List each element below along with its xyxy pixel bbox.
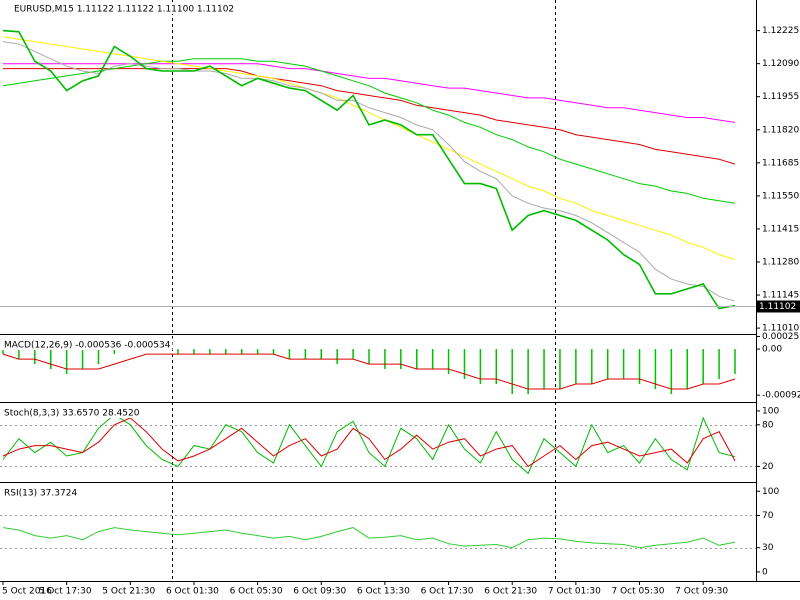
- y-tick-label: 0.00: [762, 345, 782, 355]
- histogram-bar: [463, 349, 466, 380]
- y-tick-label: 0: [762, 567, 768, 577]
- histogram-bar: [288, 349, 291, 360]
- x-tick-label: 6 Oct 01:30: [166, 587, 219, 597]
- y-tick-label: 1.11280: [762, 257, 799, 267]
- histogram-bar: [336, 349, 338, 365]
- histogram-bar: [352, 349, 354, 360]
- histogram-bar: [670, 349, 673, 395]
- y-tick-label: -0.000923: [762, 391, 800, 401]
- series-line: [2, 417, 736, 468]
- histogram-bar: [65, 349, 68, 375]
- series-line: [3, 68, 736, 165]
- histogram-bar: [81, 349, 84, 370]
- y-tick-label: 100: [762, 487, 779, 497]
- x-tick-label: 6 Oct 09:30: [293, 587, 346, 597]
- y-tick-label: 100: [762, 406, 779, 416]
- histogram-bar: [622, 349, 625, 380]
- panel-title-bg: [2, 406, 142, 418]
- histogram-bar: [447, 349, 450, 375]
- x-tick-label: 5 Oct 2016: [2, 587, 52, 597]
- histogram-bar: [97, 349, 100, 365]
- y-tick-label: 80: [762, 420, 774, 430]
- y-tick-label: 1.11415: [762, 224, 799, 234]
- x-tick-label: 6 Oct 05:30: [230, 587, 283, 597]
- histogram-bar: [575, 349, 577, 385]
- histogram-bar: [34, 349, 36, 365]
- series-line: [3, 63, 736, 123]
- series-line: [2, 58, 736, 204]
- y-tick-label: 0.000253: [762, 332, 800, 342]
- histogram-bar: [2, 349, 4, 355]
- y-tick-label: 1.12225: [762, 26, 799, 36]
- series-line: [2, 36, 736, 260]
- histogram-bar: [49, 349, 52, 370]
- histogram-bar: [272, 349, 275, 355]
- panel-title: MACD(12,26,9) -0.000536 -0.000534: [4, 341, 171, 351]
- series-line: [2, 41, 736, 302]
- series-line: [2, 527, 736, 549]
- y-tick-label: 30: [762, 543, 774, 553]
- last-price-box: [757, 300, 800, 313]
- histogram-bar: [384, 349, 386, 370]
- x-tick-label: 6 Oct 13:30: [357, 587, 410, 597]
- y-tick-label: 20: [762, 462, 774, 472]
- y-tick-label: 1.12090: [762, 59, 799, 69]
- histogram-bar: [304, 349, 307, 360]
- x-tick-label: 6 Oct 17:30: [421, 587, 474, 597]
- y-tick-label: 1.11820: [762, 125, 799, 135]
- panel-title: Stoch(8,3,3) 33.6570 28.4520: [4, 409, 140, 419]
- histogram-bar: [702, 349, 704, 385]
- histogram-bar: [606, 349, 609, 380]
- histogram-bar: [718, 349, 720, 380]
- x-tick-label: 7 Oct 01:30: [548, 587, 601, 597]
- histogram-bar: [209, 349, 211, 355]
- histogram-bar: [591, 349, 593, 385]
- series-line: [2, 413, 736, 475]
- series-line: [2, 353, 736, 390]
- panel-title: RSI(13) 37.3724: [4, 489, 77, 499]
- y-tick-label: 1.11685: [762, 158, 799, 168]
- y-tick-label: 1.11010: [762, 324, 799, 334]
- histogram-bar: [18, 349, 20, 360]
- series-line: [2, 29, 736, 310]
- histogram-bar: [240, 349, 243, 355]
- y-tick-label: 1.11550: [762, 191, 799, 201]
- panel-title-bg: [2, 338, 173, 350]
- histogram-bar: [734, 349, 736, 375]
- histogram-bar: [225, 349, 227, 355]
- histogram-bar: [368, 349, 370, 365]
- histogram-bar: [559, 349, 561, 390]
- panel-title-bg: [2, 2, 237, 14]
- y-tick-label: 1.11145: [762, 291, 799, 301]
- histogram-bar: [543, 349, 545, 390]
- histogram-bar: [415, 349, 418, 370]
- histogram-bar: [495, 349, 498, 385]
- x-tick-label: 5 Oct 21:30: [102, 587, 155, 597]
- histogram-bar: [654, 349, 657, 390]
- x-tick-label: 6 Oct 21:30: [484, 587, 537, 597]
- last-price-label: 1.11102: [759, 302, 796, 312]
- panel-title: EURUSD,M15 1.11122 1.11122 1.11100 1.111…: [14, 5, 234, 15]
- x-tick-label: 7 Oct 09:30: [675, 587, 728, 597]
- histogram-bar: [113, 349, 116, 355]
- histogram-bar: [400, 349, 402, 370]
- histogram-bar: [686, 349, 689, 390]
- histogram-bar: [320, 349, 323, 360]
- histogram-bar: [431, 349, 434, 370]
- histogram-bar: [193, 349, 195, 355]
- histogram-bar: [256, 349, 259, 355]
- panel-title-bg: [2, 486, 80, 498]
- histogram-bar: [638, 349, 641, 385]
- histogram-bar: [177, 349, 179, 355]
- x-tick-label: 7 Oct 05:30: [612, 587, 665, 597]
- x-tick-label: 5 Oct 17:30: [39, 587, 92, 597]
- histogram-bar: [479, 349, 482, 385]
- histogram-bar: [511, 349, 513, 395]
- y-tick-label: 70: [762, 511, 774, 521]
- y-tick-label: 1.11955: [762, 92, 799, 102]
- histogram-bar: [527, 349, 529, 395]
